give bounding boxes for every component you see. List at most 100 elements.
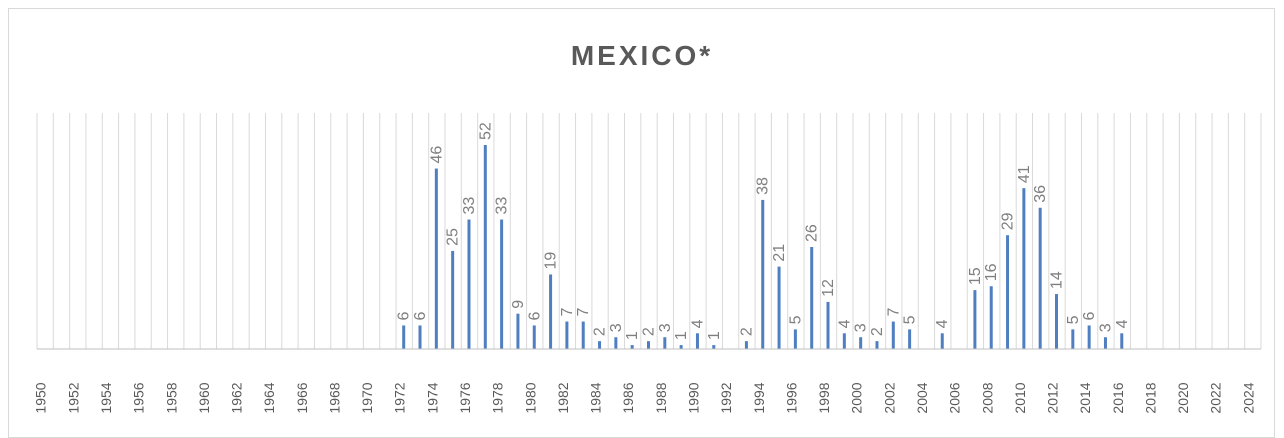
data-label-1977: 52 xyxy=(477,122,494,140)
x-tick-label-2024: 2024 xyxy=(1240,382,1256,413)
bar-1986 xyxy=(630,345,634,349)
data-label-1987: 2 xyxy=(641,327,658,336)
bar-1985 xyxy=(614,337,618,349)
data-label-2008: 16 xyxy=(983,263,1000,281)
data-label-2009: 29 xyxy=(1000,212,1017,230)
x-tick-label-1968: 1968 xyxy=(326,382,342,413)
bar-1981 xyxy=(549,274,553,349)
x-tick-label-2008: 2008 xyxy=(979,382,995,413)
bar-1974 xyxy=(434,168,438,349)
chart-frame xyxy=(8,8,1275,438)
data-label-1994: 38 xyxy=(755,177,772,195)
x-tick-label-2006: 2006 xyxy=(947,382,963,413)
x-tick-label-1956: 1956 xyxy=(131,382,147,413)
data-label-2014: 6 xyxy=(1081,311,1098,320)
x-tick-label-2000: 2000 xyxy=(849,382,865,413)
bar-1979 xyxy=(516,313,520,349)
x-tick-label-1964: 1964 xyxy=(261,382,277,413)
bar-1982 xyxy=(565,321,569,349)
data-label-2015: 3 xyxy=(1097,323,1114,332)
x-tick-label-1958: 1958 xyxy=(163,382,179,413)
data-label-1972: 6 xyxy=(396,311,413,320)
bar-2012 xyxy=(1055,294,1058,349)
data-label-1976: 33 xyxy=(461,197,478,215)
bar-1998 xyxy=(826,301,830,349)
bar-2002 xyxy=(891,321,895,349)
data-label-2002: 7 xyxy=(885,308,902,317)
data-label-1978: 33 xyxy=(494,197,511,215)
x-tick-label-1982: 1982 xyxy=(555,382,571,413)
data-label-1982: 7 xyxy=(559,308,576,317)
bar-1995 xyxy=(777,266,781,349)
data-label-1986: 1 xyxy=(624,331,641,340)
bar-1973 xyxy=(418,325,422,349)
bar-2005 xyxy=(940,333,944,349)
gridlines xyxy=(36,113,1262,349)
data-label-1999: 4 xyxy=(836,319,853,328)
x-tick-label-1952: 1952 xyxy=(65,382,81,413)
x-tick-label-1950: 1950 xyxy=(33,382,49,413)
x-tick-label-1996: 1996 xyxy=(783,382,799,413)
data-label-1980: 6 xyxy=(526,311,543,320)
data-label-1975: 25 xyxy=(445,228,462,246)
x-tick-label-2018: 2018 xyxy=(1142,382,1158,413)
x-tick-label-1960: 1960 xyxy=(196,382,212,413)
x-tick-label-1978: 1978 xyxy=(490,382,506,413)
x-tick-label-1984: 1984 xyxy=(588,382,604,413)
x-tick-label-2016: 2016 xyxy=(1110,382,1126,413)
data-label-2010: 41 xyxy=(1016,165,1033,183)
data-label-1974: 46 xyxy=(428,146,445,164)
x-tick-label-2020: 2020 xyxy=(1175,382,1191,413)
data-label-1991: 1 xyxy=(706,331,723,340)
bar-2013 xyxy=(1071,329,1075,349)
data-label-1995: 21 xyxy=(771,244,788,262)
bar-1972 xyxy=(402,325,406,349)
bar-1999 xyxy=(842,333,846,349)
data-label-2011: 36 xyxy=(1032,185,1049,203)
data-label-1985: 3 xyxy=(608,323,625,332)
bar-2000 xyxy=(859,337,863,349)
bar-1989 xyxy=(679,345,683,349)
bar-1980 xyxy=(532,325,536,349)
bar-2016 xyxy=(1120,333,1124,349)
bar-1994 xyxy=(761,199,765,349)
x-tick-label-1972: 1972 xyxy=(392,382,408,413)
bar-1984 xyxy=(598,341,602,349)
x-tick-label-1970: 1970 xyxy=(359,382,375,413)
x-axis: 1950 1952 1954 1956 1958 1960 1962 1964 1966 1968… xyxy=(33,348,1261,414)
data-label-2000: 3 xyxy=(853,323,870,332)
bar-2015 xyxy=(1103,337,1107,349)
bar-1975 xyxy=(451,250,455,349)
bar-1988 xyxy=(663,337,667,349)
bars xyxy=(402,145,1124,349)
x-tick-label-2012: 2012 xyxy=(1045,382,1061,413)
bar-2009 xyxy=(1006,235,1010,349)
bar-1983 xyxy=(581,321,585,349)
bar-2007 xyxy=(973,290,977,349)
bar-1987 xyxy=(647,341,650,349)
x-tick-label-1994: 1994 xyxy=(751,382,767,413)
bar-2003 xyxy=(908,329,912,349)
bar-1993 xyxy=(744,341,748,349)
bar-1996 xyxy=(793,329,797,349)
data-label-1979: 9 xyxy=(510,300,527,309)
data-label-2005: 4 xyxy=(934,319,951,328)
data-label-2013: 5 xyxy=(1065,315,1082,324)
bar-2014 xyxy=(1087,325,1091,349)
x-tick-label-1954: 1954 xyxy=(98,382,114,413)
chart-title: MEXICO* xyxy=(570,40,714,71)
data-label-1989: 1 xyxy=(673,331,690,340)
bar-2001 xyxy=(875,341,879,349)
x-tick-label-2002: 2002 xyxy=(881,382,897,413)
data-label-1973: 6 xyxy=(412,311,429,320)
x-tick-label-1988: 1988 xyxy=(653,382,669,413)
x-tick-label-1966: 1966 xyxy=(294,382,310,413)
bar-1978 xyxy=(500,219,504,349)
x-tick-label-1980: 1980 xyxy=(522,382,538,413)
x-tick-label-1962: 1962 xyxy=(229,382,245,413)
data-label-2001: 2 xyxy=(869,327,886,336)
data-label-1997: 26 xyxy=(804,224,821,242)
data-label-2003: 5 xyxy=(902,315,919,324)
bar-1997 xyxy=(810,247,814,349)
